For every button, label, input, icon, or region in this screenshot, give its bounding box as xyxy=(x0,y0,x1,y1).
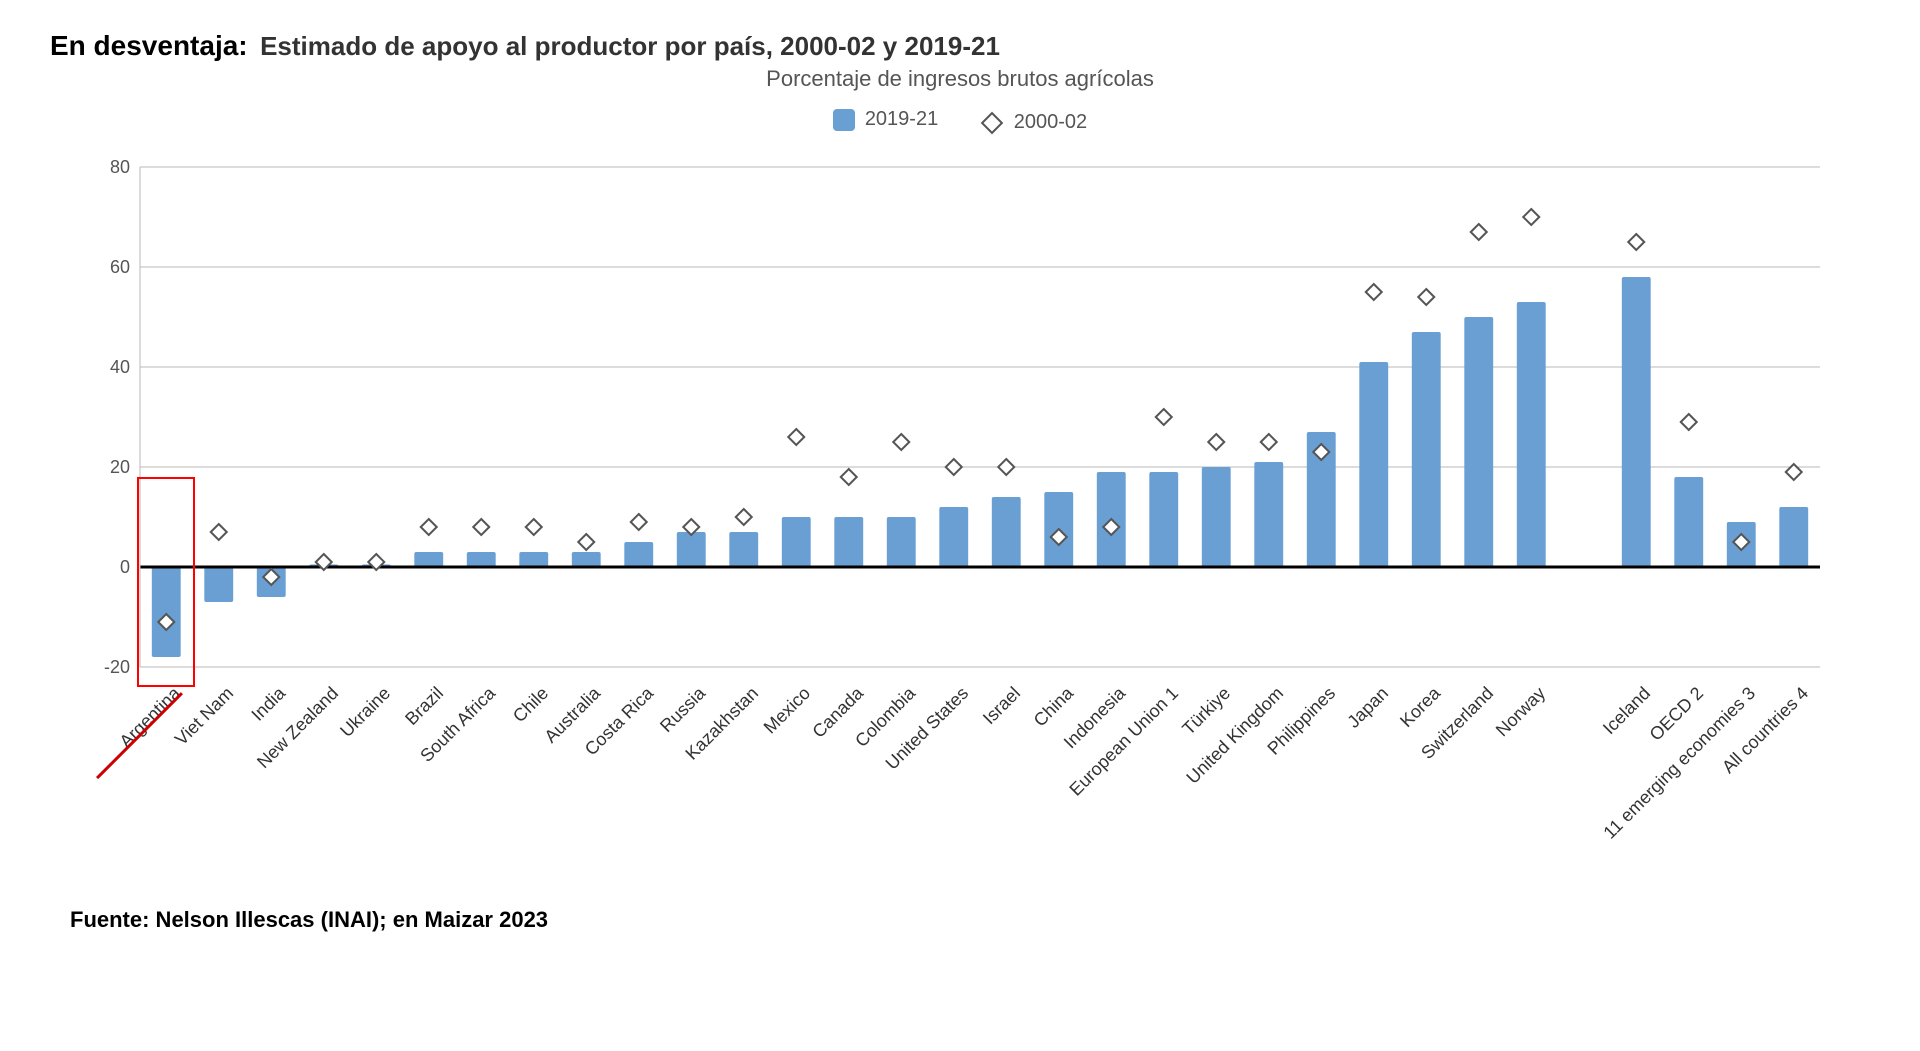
x-label: Japan xyxy=(1343,683,1393,733)
diamond-marker xyxy=(211,524,227,540)
source-text: Fuente: Nelson Illescas (INAI); en Maiza… xyxy=(50,907,1870,933)
bar xyxy=(834,517,863,567)
x-label: Korea xyxy=(1396,683,1445,732)
diamond-marker xyxy=(1418,289,1434,305)
diamond-marker xyxy=(893,434,909,450)
x-label: Mexico xyxy=(760,683,815,738)
svg-text:20: 20 xyxy=(110,457,130,477)
bar xyxy=(1779,507,1808,567)
bar xyxy=(1254,462,1283,567)
diamond-marker xyxy=(736,509,752,525)
chart-svg: -20 0 20 40 60 80 xyxy=(80,157,1840,677)
bar xyxy=(1464,317,1493,567)
bar xyxy=(939,507,968,567)
bar xyxy=(467,552,496,567)
x-label: Ukraine xyxy=(336,683,395,742)
diamond-marker xyxy=(946,459,962,475)
chart-legend: 2019-21 2000-02 xyxy=(50,108,1870,137)
legend-diamond-label: 2000-02 xyxy=(1014,111,1087,134)
diamond-marker xyxy=(1366,284,1382,300)
bar xyxy=(1517,302,1546,567)
diamond-marker xyxy=(631,514,647,530)
legend-diamond-swatch xyxy=(980,111,1003,134)
bar xyxy=(1674,477,1703,567)
bar xyxy=(152,567,181,657)
svg-text:0: 0 xyxy=(120,557,130,577)
x-label: India xyxy=(248,683,290,725)
chart-title: Estimado de apoyo al productor por país,… xyxy=(260,31,1000,61)
diamond-marker xyxy=(1261,434,1277,450)
x-label: China xyxy=(1029,683,1077,731)
diamond-marker xyxy=(1681,414,1697,430)
bar xyxy=(1202,467,1231,567)
chart-header: En desventaja: Estimado de apoyo al prod… xyxy=(50,30,1870,62)
diamond-marker xyxy=(1628,234,1644,250)
header-prefix: En desventaja: xyxy=(50,30,248,61)
bar xyxy=(204,567,233,602)
bar xyxy=(414,552,443,567)
bar xyxy=(1359,362,1388,567)
diamond-marker xyxy=(788,429,804,445)
bar xyxy=(782,517,811,567)
diamond-marker xyxy=(473,519,489,535)
diamond-marker xyxy=(998,459,1014,475)
diamond-marker xyxy=(1786,464,1802,480)
diamond-marker xyxy=(1156,409,1172,425)
x-label: Chile xyxy=(509,683,553,727)
x-axis-labels: ArgentinaViet NamIndiaNew ZealandUkraine… xyxy=(80,677,1840,897)
x-label: Argentina xyxy=(116,683,185,752)
legend-bar-swatch xyxy=(833,109,855,131)
legend-diamond-item: 2000-02 xyxy=(984,111,1087,134)
bar xyxy=(677,532,706,567)
diamond-marker xyxy=(1523,209,1539,225)
chart-plot-area: -20 0 20 40 60 80 xyxy=(80,157,1840,677)
diamond-marker xyxy=(1471,224,1487,240)
bar xyxy=(519,552,548,567)
svg-text:40: 40 xyxy=(110,357,130,377)
diamond-marker xyxy=(841,469,857,485)
svg-text:-20: -20 xyxy=(104,657,130,677)
diamond-marker xyxy=(1208,434,1224,450)
diamond-marker xyxy=(421,519,437,535)
svg-text:80: 80 xyxy=(110,157,130,177)
x-label: Israel xyxy=(979,683,1025,729)
svg-text:60: 60 xyxy=(110,257,130,277)
bar xyxy=(1149,472,1178,567)
x-label: Norway xyxy=(1492,683,1550,741)
bar xyxy=(1622,277,1651,567)
bar xyxy=(887,517,916,567)
diamond-marker xyxy=(526,519,542,535)
bar xyxy=(1412,332,1441,567)
legend-bar-label: 2019-21 xyxy=(865,108,938,131)
x-label: Brazil xyxy=(401,683,448,730)
legend-bar-item: 2019-21 xyxy=(833,108,938,131)
chart-subtitle: Porcentaje de ingresos brutos agrícolas xyxy=(50,66,1870,92)
bar xyxy=(572,552,601,567)
bar xyxy=(729,532,758,567)
bar xyxy=(992,497,1021,567)
diamond-marker xyxy=(578,534,594,550)
bar xyxy=(624,542,653,567)
